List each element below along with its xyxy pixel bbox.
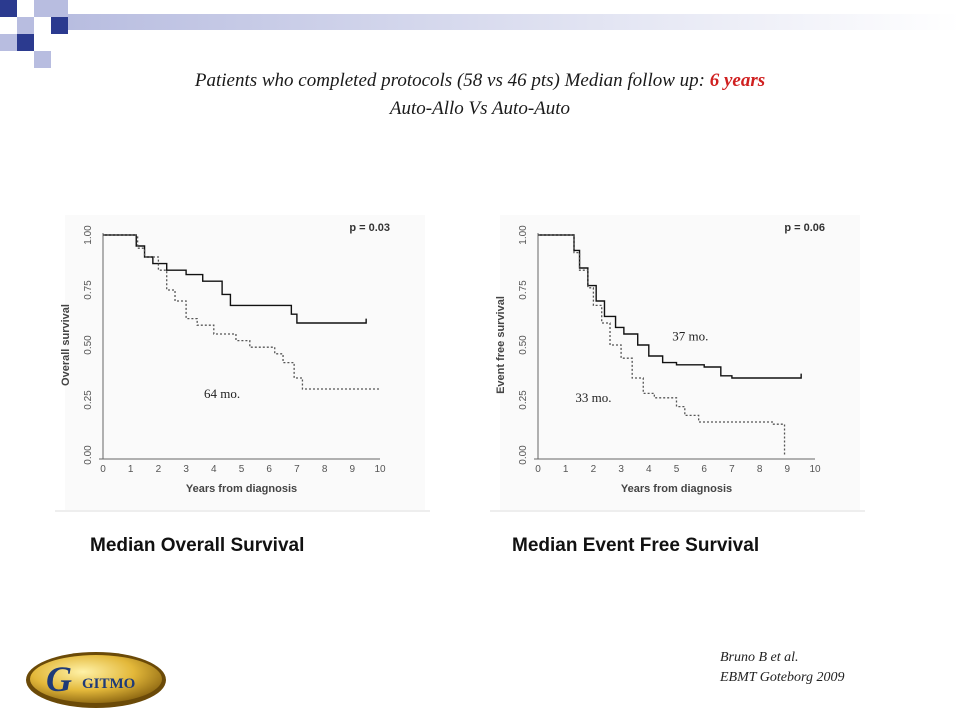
y-axis-label: Overall survival (60, 304, 72, 386)
plot-panel (500, 215, 860, 510)
x-tick-label: 2 (156, 464, 162, 475)
y-tick-label: 0.25 (518, 390, 529, 410)
decor-square-3 (17, 34, 34, 51)
x-tick-label: 8 (322, 464, 328, 475)
y-tick-label: 0.25 (83, 390, 94, 410)
x-tick-label: 7 (729, 464, 735, 475)
x-tick-label: 9 (350, 464, 356, 475)
x-tick-label: 1 (563, 464, 569, 475)
x-tick-label: 5 (674, 464, 680, 475)
x-tick-label: 6 (701, 464, 707, 475)
series-solid-line (103, 234, 367, 324)
y-tick-label: 0.50 (518, 335, 529, 355)
y-tick-label: 0.75 (83, 280, 94, 300)
x-tick-label: 3 (618, 464, 624, 475)
decor-square-1 (0, 0, 17, 17)
x-tick-label: 3 (183, 464, 189, 475)
y-tick-label: 0.00 (83, 445, 94, 465)
x-tick-label: 9 (785, 464, 791, 475)
logo-text: GITMO (82, 676, 135, 692)
x-tick-label: 4 (211, 464, 217, 475)
chart-overall-survival: 0 1 2 3 4 5 6 7 8 9 10 0.00 0.25 0.50 0.75 1.00 Years fr… (55, 215, 430, 512)
x-tick-label: 1 (128, 464, 134, 475)
median-annotation: 37 mo. (672, 329, 708, 344)
decor-square-8 (34, 51, 51, 68)
x-tick-label: 10 (374, 464, 386, 475)
x-tick-label: 0 (100, 464, 106, 475)
svg-text:G: G (46, 659, 72, 699)
slide-subtitle: Auto-Allo Vs Auto-Auto (389, 98, 571, 119)
title-text: Patients who completed protocols (58 vs … (194, 70, 710, 91)
p-value: p = 0.06 (784, 222, 825, 234)
y-tick-label: 0.50 (83, 335, 94, 355)
citation-event: EBMT Goteborg 2009 (720, 670, 845, 685)
x-tick-label: 8 (757, 464, 763, 475)
chart-event-free-survival: 0 1 2 3 4 5 6 7 8 9 10 0.00 0.25 0.50 0.75 1.00 Years fr… (490, 215, 865, 512)
x-tick-label: 5 (239, 464, 245, 475)
plot-panel (65, 215, 425, 510)
p-value: p = 0.03 (349, 222, 390, 234)
decor-bar (68, 14, 960, 30)
gitmo-logo: G GITMO (26, 652, 166, 708)
decor-square-6 (51, 0, 68, 17)
x-tick-label: 6 (266, 464, 272, 475)
decor-square-7 (51, 17, 68, 34)
y-tick-label: 1.00 (83, 225, 94, 245)
decor-square-5 (34, 0, 51, 17)
x-tick-label: 10 (809, 464, 821, 475)
caption-left: Median Overall Survival (90, 535, 305, 556)
citation-author: Bruno B et al. (720, 650, 799, 665)
decor-square-2 (17, 17, 34, 34)
slide-title: Patients who completed protocols (58 vs … (0, 70, 960, 92)
caption-right: Median Event Free Survival (512, 535, 760, 556)
y-tick-label: 0.00 (518, 445, 529, 465)
x-axis-label: Years from diagnosis (621, 483, 732, 495)
title-highlight: 6 years (709, 70, 766, 91)
series-dotted-line (103, 234, 380, 390)
series-dotted-line (538, 234, 786, 455)
median-annotation: 33 mo. (575, 390, 611, 405)
x-tick-label: 2 (591, 464, 597, 475)
decor-square-4 (0, 34, 17, 51)
series-solid-line (538, 234, 802, 379)
x-axis-label: Years from diagnosis (186, 483, 297, 495)
x-tick-label: 7 (294, 464, 300, 475)
y-axis-label: Event free survival (495, 296, 507, 394)
median-annotation: 64 mo. (204, 386, 240, 401)
y-tick-label: 1.00 (518, 225, 529, 245)
x-tick-label: 4 (646, 464, 652, 475)
y-tick-label: 0.75 (518, 280, 529, 300)
x-tick-label: 0 (535, 464, 541, 475)
